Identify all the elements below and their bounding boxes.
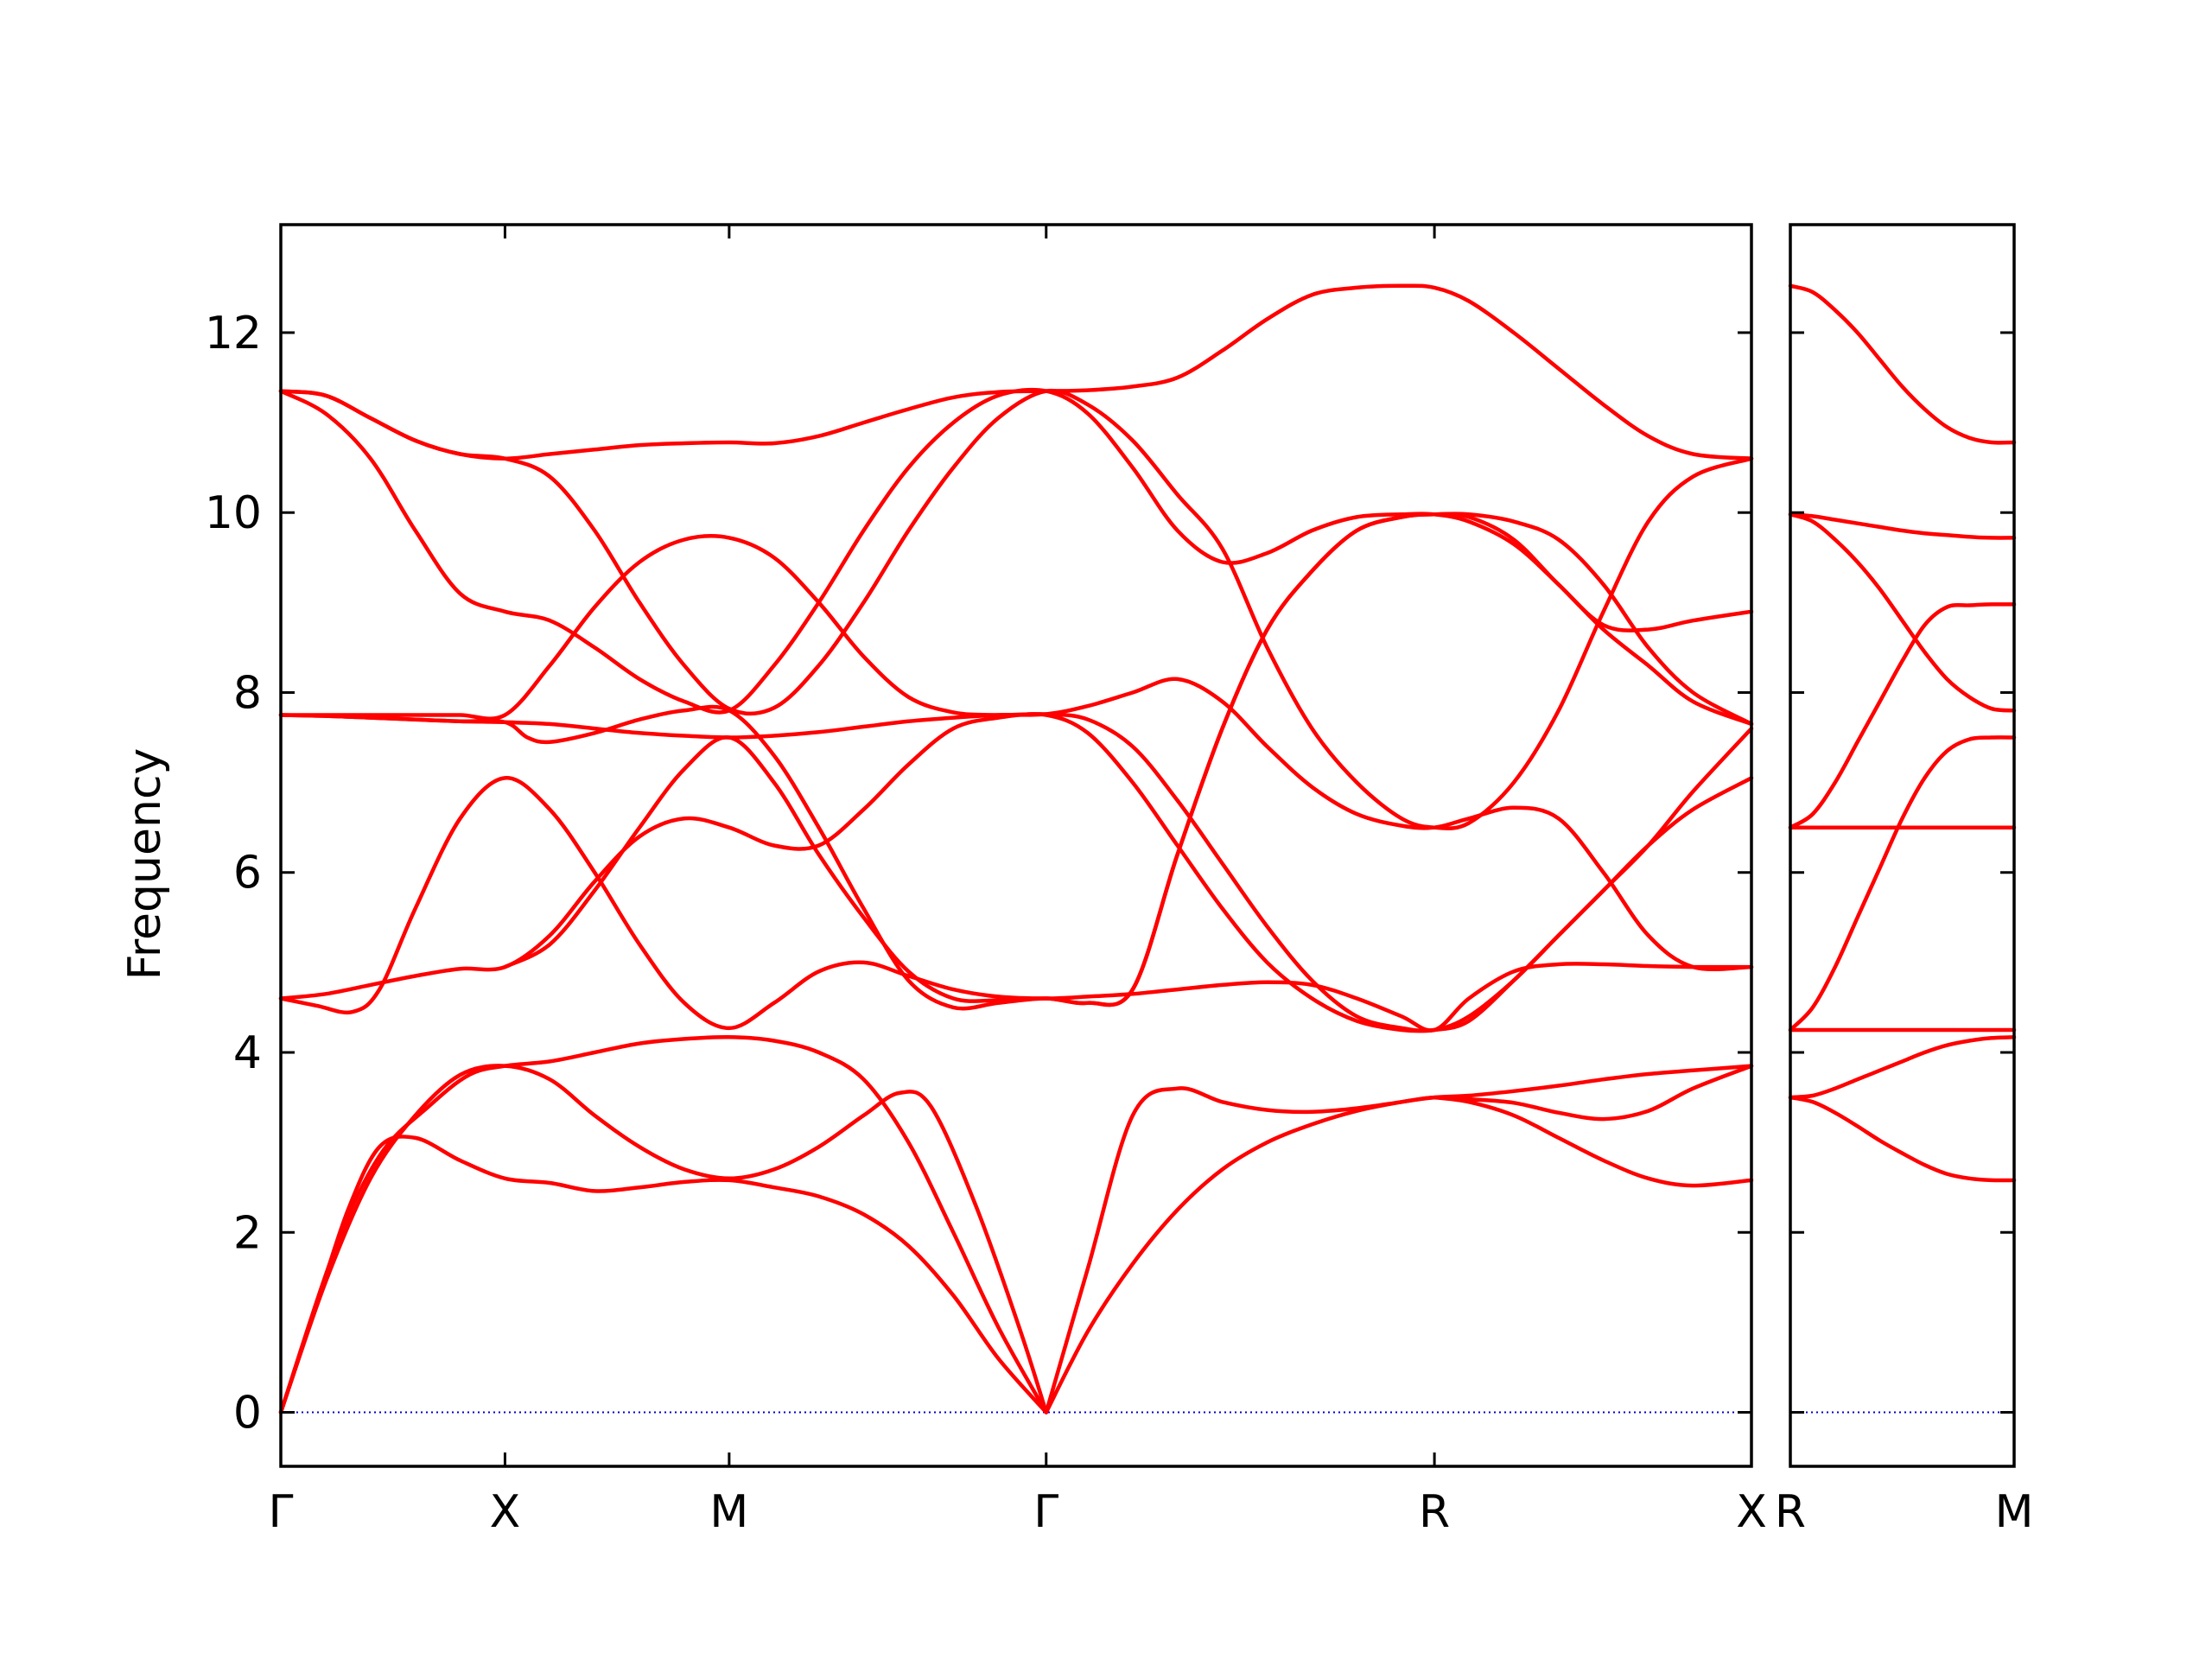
x-tick-label: Γ (269, 1486, 294, 1538)
x-tick-label: R (1775, 1486, 1806, 1538)
band-line-12 (278, 534, 1754, 1033)
y-tick-label: 6 (233, 848, 262, 899)
y-tick-label: 2 (233, 1207, 262, 1259)
band-line-3 (278, 1135, 1049, 1414)
panel-1: 0 2 4 6 8 10 12 Γ X M Γ R X (205, 223, 1767, 1538)
band-line-2 (1788, 1035, 2017, 1100)
band-line-2 (278, 1064, 1049, 1414)
y-tick-label: 0 (233, 1388, 262, 1440)
band-line-5 (1044, 1064, 1754, 1414)
x-tick-label: M (709, 1486, 748, 1538)
plot-frame (279, 223, 1753, 1468)
band-line-15 (278, 283, 1754, 461)
band-line-7 (278, 776, 1754, 1033)
band-line-9 (1788, 283, 2017, 445)
y-axis-label: Frequency (119, 748, 171, 981)
y-tick-label: 4 (233, 1027, 262, 1079)
x-tick-label: M (1995, 1486, 2034, 1538)
band-line-7 (1788, 512, 2017, 713)
y-tick-label: 12 (205, 308, 262, 359)
y-tick-label: 8 (233, 667, 262, 719)
band-line-1 (278, 1035, 1049, 1414)
band-line-11 (278, 512, 1754, 1011)
plot-frame (1789, 223, 2016, 1468)
x-tick-label: Γ (1033, 1486, 1058, 1538)
band-line-4 (1788, 735, 2017, 1033)
band-line-6 (1432, 1095, 1754, 1188)
x-tick-label: X (490, 1486, 521, 1538)
band-line-1 (1788, 1095, 2017, 1183)
y-tick-label: 10 (205, 487, 262, 539)
band-line-8 (1788, 512, 2017, 540)
x-tick-label: X (1736, 1486, 1767, 1538)
x-tick-label: R (1419, 1486, 1450, 1538)
band-line-6 (1788, 602, 2017, 830)
band-line-14 (278, 387, 1754, 727)
